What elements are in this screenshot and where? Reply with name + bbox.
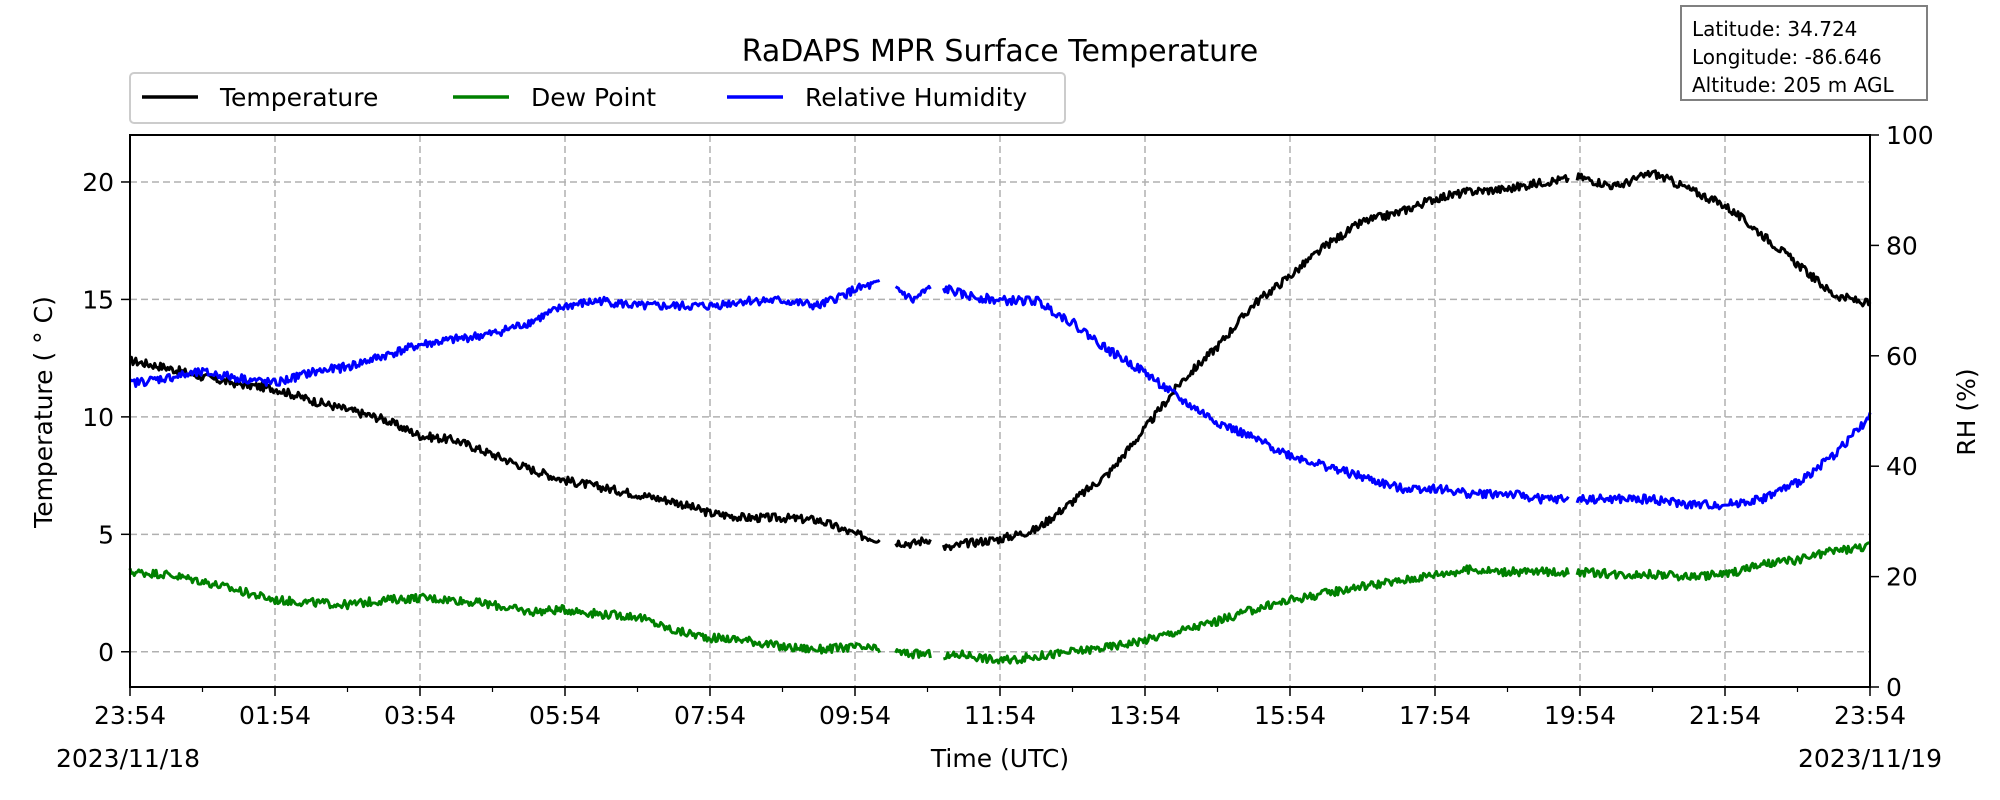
y-tick-label: 15: [82, 285, 114, 314]
station-info-box: Latitude: 34.724 Longitude: -86.646 Alti…: [1680, 5, 1928, 101]
legend-frame: [129, 72, 1066, 124]
end-date-label: 2023/11/19: [1798, 744, 1942, 773]
y2-tick-label: 100: [1886, 121, 1934, 150]
x-tick-label: 17:54: [1399, 701, 1471, 730]
start-date-label: 2023/11/18: [56, 744, 200, 773]
x-tick-label: 21:54: [1689, 701, 1761, 730]
grid-layer: [130, 135, 1870, 687]
y2-tick-label: 20: [1886, 563, 1918, 592]
x-tick-label: 09:54: [819, 701, 891, 730]
altitude-text: Altitude: 205 m AGL: [1692, 73, 1894, 97]
y2-tick-label: 40: [1886, 452, 1918, 481]
x-tick-label: 23:54: [1834, 701, 1906, 730]
legend: Temperature Dew Point Relative Humidity: [129, 72, 1066, 124]
legend-label-dew-point: Dew Point: [531, 83, 656, 112]
y-tick-label: 10: [82, 403, 114, 432]
legend-label-temperature: Temperature: [219, 83, 378, 112]
y2-tick-label: 60: [1886, 342, 1918, 371]
x-tick-label: 23:54: [94, 701, 166, 730]
x-tick-label: 11:54: [964, 701, 1036, 730]
x-tick-label: 15:54: [1254, 701, 1326, 730]
ticks-layer: 23:54 01:54 03:54 05:54 07:54 09:54 11:54 13:54…: [82, 121, 1934, 730]
y-tick-label: 0: [98, 638, 114, 667]
x-tick-label: 05:54: [529, 701, 601, 730]
y2-tick-label: 80: [1886, 231, 1918, 260]
x-tick-label: 07:54: [674, 701, 746, 730]
x-tick-label: 03:54: [384, 701, 456, 730]
latitude-text: Latitude: 34.724: [1692, 17, 1858, 41]
y-tick-label: 5: [98, 520, 114, 549]
y-axis-label: Temperature ( ° C): [29, 296, 58, 529]
x-tick-label: 13:54: [1109, 701, 1181, 730]
y2-axis-label: RH (%): [1952, 368, 1981, 455]
x-tick-label: 19:54: [1544, 701, 1616, 730]
x-axis-label: Time (UTC): [930, 744, 1069, 773]
series-layer: [128, 169, 1872, 665]
x-tick-label: 01:54: [239, 701, 311, 730]
series-line-temperature: [129, 169, 1872, 552]
legend-label-relative-humidity: Relative Humidity: [805, 83, 1027, 112]
longitude-text: Longitude: -86.646: [1692, 45, 1882, 69]
y2-tick-label: 0: [1886, 673, 1902, 702]
series-line-dew-point: [128, 541, 1871, 665]
chart-title: RaDAPS MPR Surface Temperature: [742, 34, 1259, 69]
series-line-relative-humidity: [128, 278, 1872, 511]
y-tick-label: 20: [82, 168, 114, 197]
